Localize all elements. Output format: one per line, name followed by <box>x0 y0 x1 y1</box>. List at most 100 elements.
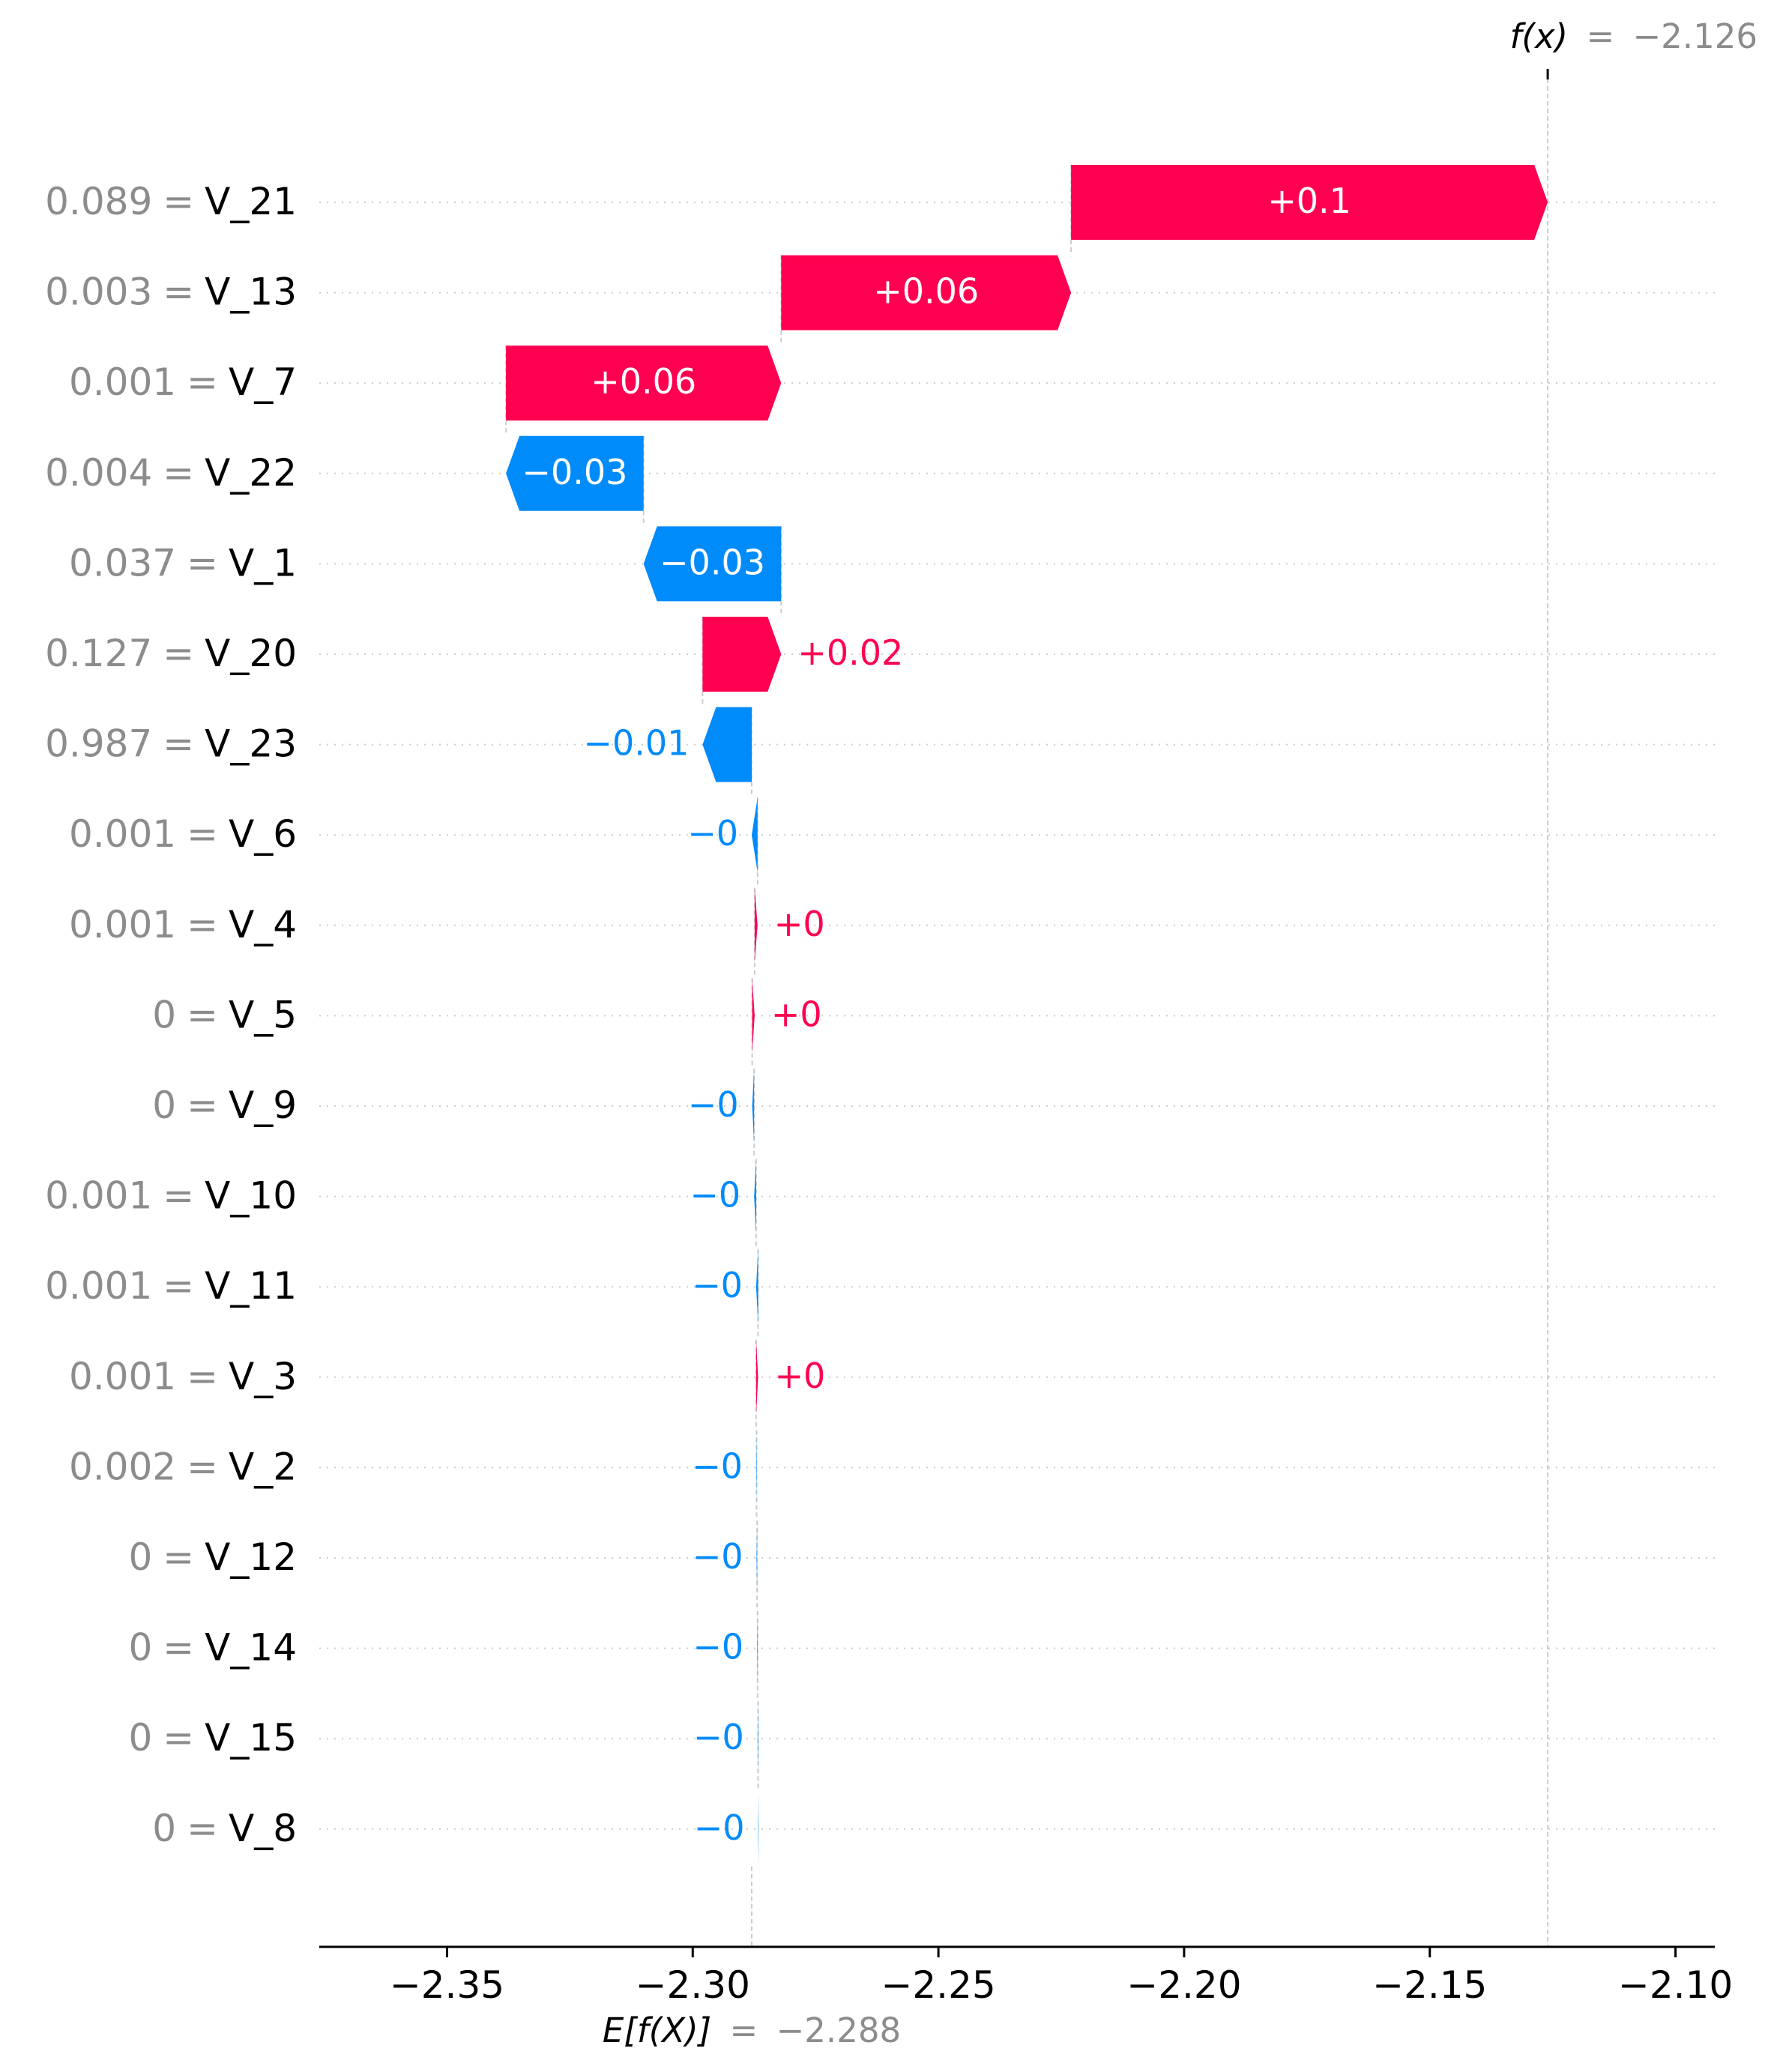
feature-eq: = <box>163 722 194 766</box>
bar-value-label: −0.01 <box>583 723 689 764</box>
bar-value-label: −0 <box>690 1175 740 1215</box>
feature-label: 0.004 = V_22 <box>45 451 297 495</box>
feature-value: 0 <box>152 1084 176 1127</box>
feature-eq: = <box>187 360 218 404</box>
bar-value-label: −0.03 <box>522 452 627 492</box>
feature-name: V_6 <box>229 812 297 856</box>
feature-value: 0.004 <box>45 451 152 495</box>
x-tick-label: −2.10 <box>1618 1963 1733 2007</box>
bar-value-label: −0 <box>693 1536 743 1577</box>
feature-name: V_23 <box>205 722 297 766</box>
feature-value: 0 <box>128 1535 152 1579</box>
feature-name: V_12 <box>205 1535 297 1579</box>
feature-label: 0.001 = V_11 <box>45 1264 297 1308</box>
feature-label: 0.001 = V_4 <box>69 903 297 946</box>
fx-eq: = <box>1586 16 1614 56</box>
feature-eq: = <box>187 812 218 856</box>
bar-v-3 <box>755 1339 758 1415</box>
bar-v-1 <box>643 526 782 602</box>
x-tick-label: −2.15 <box>1372 1963 1487 2007</box>
feature-label: 0 = V_12 <box>128 1535 297 1579</box>
feature-label: 0.987 = V_23 <box>45 722 297 766</box>
bar-v-12 <box>756 1520 758 1595</box>
feature-name: V_20 <box>205 632 297 675</box>
feature-name: V_22 <box>205 451 297 495</box>
feature-name: V_11 <box>205 1264 297 1308</box>
x-tick-label: −2.25 <box>881 1963 995 2007</box>
bar-value-label: −0 <box>692 1446 743 1486</box>
feature-value: 0.001 <box>69 1355 176 1398</box>
feature-name: V_3 <box>229 1355 297 1398</box>
feature-name: V_5 <box>229 993 297 1036</box>
feature-label: 0.003 = V_13 <box>45 271 297 314</box>
feature-value: 0 <box>152 1807 176 1850</box>
feature-name: V_1 <box>229 541 297 585</box>
fx-value: −2.126 <box>1632 16 1758 56</box>
feature-eq: = <box>163 1716 194 1760</box>
x-tick-label: −2.35 <box>390 1963 504 2007</box>
feature-eq: = <box>163 271 194 314</box>
feature-label: 0 = V_14 <box>128 1626 297 1670</box>
feature-label: 0.001 = V_3 <box>69 1355 297 1398</box>
bar-v-2 <box>755 1430 757 1505</box>
feature-name: V_2 <box>229 1445 297 1488</box>
feature-name: V_9 <box>229 1084 297 1127</box>
annotations: f(x) = −2.126 E[f(X)] = −2.288 <box>603 16 1758 2050</box>
feature-value: 0.089 <box>45 180 152 223</box>
feature-value: 0.001 <box>69 360 176 404</box>
bar-v-13 <box>781 255 1072 330</box>
bar-v-22 <box>506 435 644 511</box>
feature-name: V_13 <box>205 271 297 314</box>
bar-value-label: +0 <box>771 994 822 1034</box>
bar-v-10 <box>754 1159 756 1234</box>
feature-eq: = <box>163 1535 194 1579</box>
feature-eq: = <box>163 1626 194 1670</box>
feature-value: 0.037 <box>69 541 176 585</box>
feature-value: 0.001 <box>69 903 176 946</box>
bar-value-label: +0.02 <box>797 632 903 673</box>
feature-label: 0.037 = V_1 <box>69 541 297 585</box>
feature-eq: = <box>187 1807 218 1850</box>
feature-value: 0 <box>128 1716 152 1760</box>
feature-value: 0 <box>152 993 176 1036</box>
feature-labels: 0.089 = V_21 +0.10.003 = V_13 +0.060.001 = V_7 +0… <box>45 180 1351 1850</box>
bar-value-label: +0 <box>775 1356 826 1396</box>
feature-label: 0 = V_9 <box>152 1084 297 1127</box>
bar-v-14 <box>757 1610 758 1686</box>
ex-eq: = <box>730 2011 758 2050</box>
bar-v-8 <box>758 1791 759 1867</box>
feature-name: V_7 <box>229 360 297 404</box>
ex-name: E[f(X)] <box>603 2011 711 2050</box>
bar-v-20 <box>702 617 782 692</box>
feature-label: 0.002 = V_2 <box>69 1445 297 1488</box>
bar-value-label: −0 <box>688 1084 739 1125</box>
feature-value: 0.001 <box>45 1174 152 1218</box>
fx-annotation: f(x) = −2.126 <box>1510 16 1758 56</box>
bar-value-label: −0 <box>694 1807 745 1848</box>
feature-value: 0.001 <box>69 812 176 856</box>
fx-name: f(x) <box>1510 16 1569 56</box>
feature-value: 0.001 <box>45 1264 152 1308</box>
feature-eq: = <box>163 1174 194 1218</box>
bar-v-6 <box>752 797 758 873</box>
bar-v-5 <box>752 978 755 1054</box>
feature-label: 0.001 = V_7 <box>69 360 297 404</box>
feature-eq: = <box>163 632 194 675</box>
bar-value-label: +0.06 <box>591 361 696 402</box>
bar-v-9 <box>752 1069 755 1144</box>
feature-label: 0 = V_8 <box>152 1807 297 1850</box>
bar-v-4 <box>754 887 758 963</box>
feature-name: V_8 <box>229 1807 297 1850</box>
bar-value-label: −0 <box>693 1717 744 1757</box>
feature-name: V_15 <box>205 1716 297 1760</box>
feature-eq: = <box>187 1084 218 1127</box>
feature-label: 0.001 = V_10 <box>45 1174 297 1218</box>
feature-value: 0.003 <box>45 271 152 314</box>
feature-name: V_10 <box>205 1174 297 1218</box>
ex-value: −2.288 <box>776 2011 902 2050</box>
bar-v-21 <box>1071 165 1548 240</box>
feature-eq: = <box>187 1445 218 1488</box>
feature-label: 0 = V_15 <box>128 1716 297 1760</box>
x-tick-label: −2.20 <box>1126 1963 1241 2007</box>
feature-eq: = <box>163 1264 194 1308</box>
